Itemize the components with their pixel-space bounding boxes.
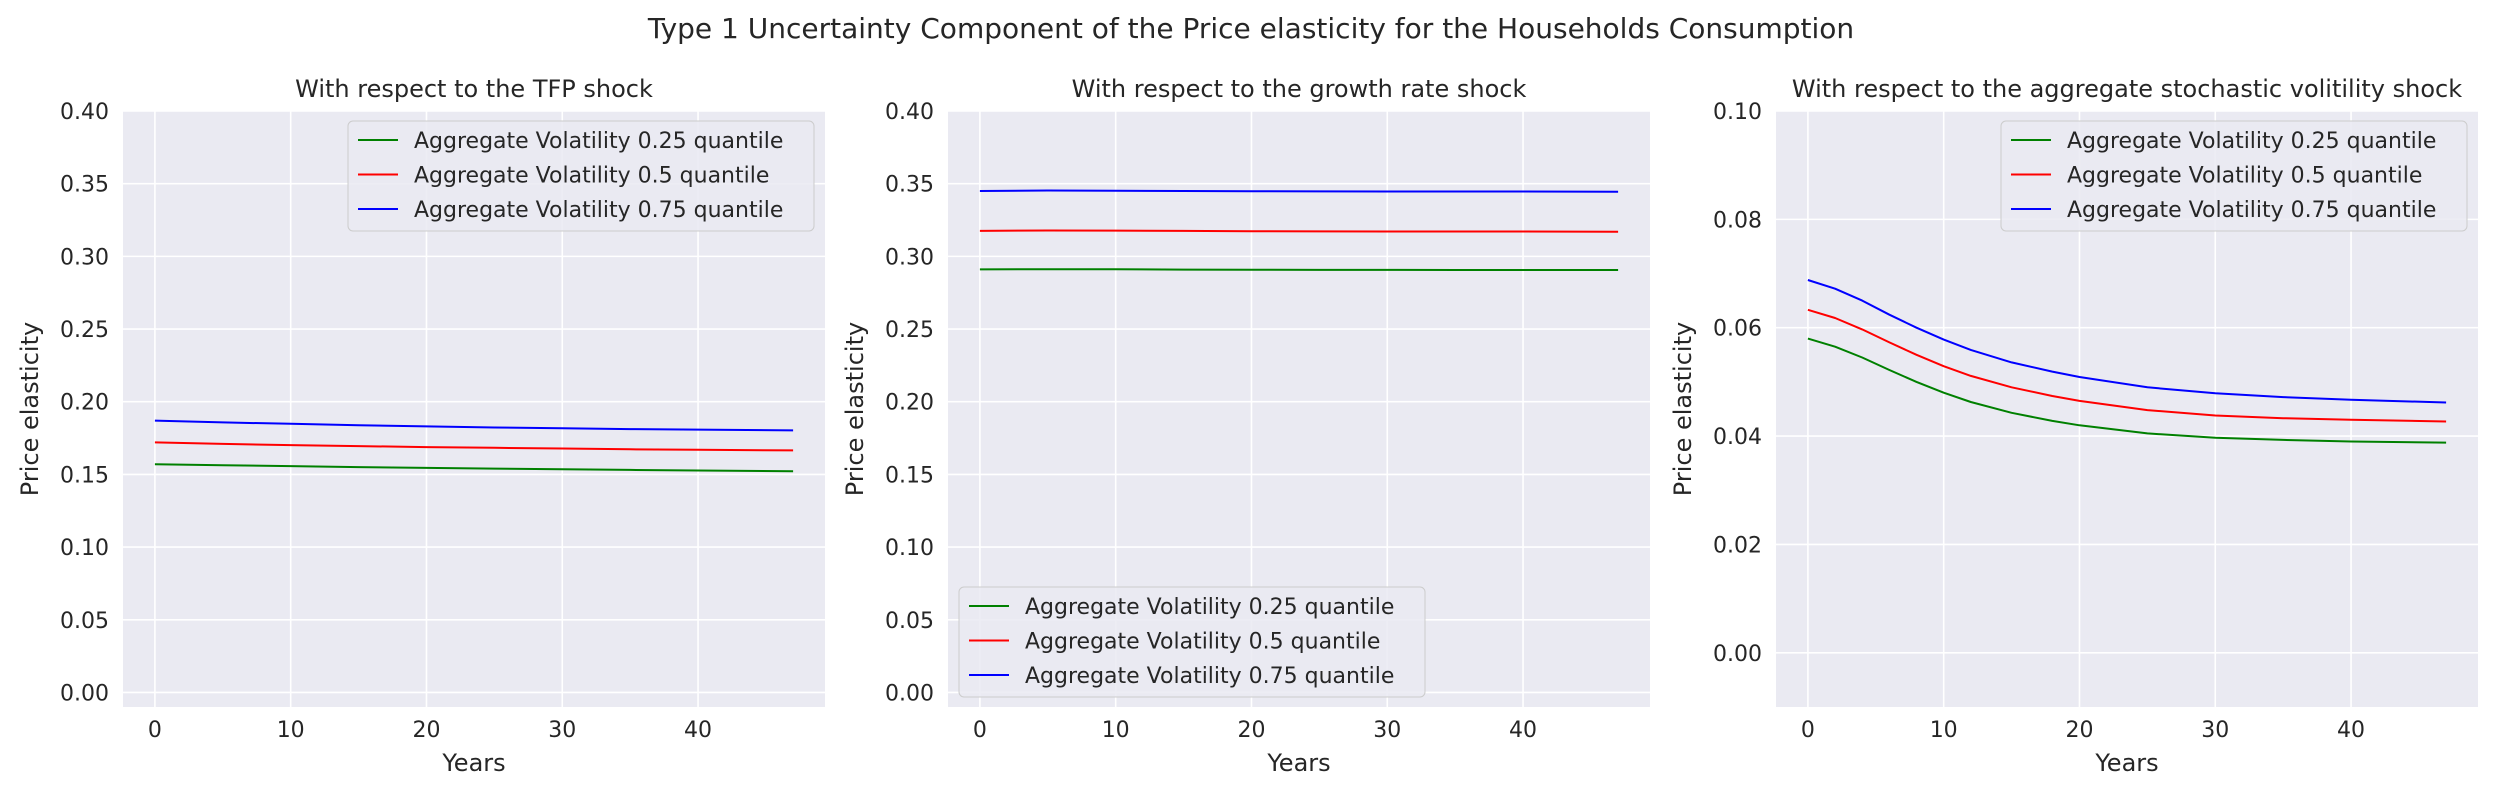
legend-label: Aggregate Volatility 0.5 quantile [2067,164,2422,189]
series-line-2 [979,229,1619,233]
subplots: 0 10 20 30 40 0.00 0.05 0.10 0.15 0.20 0.25 0.30 0.3… [16,75,2478,777]
series-line-3 [1807,279,2447,404]
y-tick-label: 0.00 [60,681,109,706]
legend-label: Aggregate Volatility 0.25 quantile [414,129,783,154]
legend-frame [347,120,815,232]
legend-frame [958,586,1426,698]
x-tick-label: 40 [684,718,712,743]
legend-label: Aggregate Volatility 0.25 quantile [2067,129,2436,154]
series-line-1 [1807,337,2447,444]
y-tick-label: 0.35 [885,173,934,198]
y-tick-label: 0.00 [885,681,934,706]
x-tick-label: 30 [548,718,576,743]
legend-label: Aggregate Volatility 0.5 quantile [1025,630,1380,655]
x-tick-label: 20 [1237,718,1265,743]
series-line-2 [1807,308,2447,423]
y-tick-label: 0.40 [60,100,109,125]
y-tick-label: 0.40 [885,100,934,125]
x-axis-label: Years [1266,749,1330,777]
y-tick-label: 0.10 [885,536,934,561]
y-tick-label: 0.15 [60,463,109,488]
y-tick-label: 0.35 [60,173,109,198]
y-tick-label: 0.05 [885,609,934,634]
x-tick-label: 10 [1102,718,1130,743]
legend-frame [2000,120,2468,232]
x-tick-label: 20 [2065,718,2093,743]
legend-label: Aggregate Volatility 0.75 quantile [414,198,783,223]
y-tick-label: 0.20 [885,391,934,416]
y-tick-label: 0.20 [60,391,109,416]
y-tick-label: 0.30 [60,245,109,270]
legend: Aggregate Volatility 0.25 quantile Aggreg… [958,586,1426,698]
y-axis-label: Price elasticity [16,322,44,496]
legend-label: Aggregate Volatility 0.75 quantile [2067,198,2436,223]
y-tick-label: 0.25 [60,318,109,343]
y-tick-label: 0.04 [1713,425,1762,450]
x-axis-label: Years [2094,749,2158,777]
y-axis-label: Price elasticity [841,322,869,496]
y-tick-label: 0.08 [1713,208,1762,233]
subplot-title: With respect to the growth rate shock [1072,75,1527,103]
legend: Aggregate Volatility 0.25 quantile Aggreg… [2000,120,2468,232]
subplot-title: With respect to the TFP shock [295,75,653,103]
legend-label: Aggregate Volatility 0.75 quantile [1025,664,1394,689]
x-tick-label: 40 [2337,718,2365,743]
x-tick-label: 20 [412,718,440,743]
subplot-1: 0 10 20 30 40 0.00 0.05 0.10 0.15 0.20 0.25 0.30 0.3… [16,75,825,777]
x-tick-label: 0 [148,718,162,743]
series-line-3 [979,189,1619,193]
x-tick-label: 30 [2201,718,2229,743]
y-tick-label: 0.15 [885,463,934,488]
x-tick-label: 40 [1509,718,1537,743]
y-tick-label: 0.25 [885,318,934,343]
series-line-1 [979,268,1619,271]
legend-label: Aggregate Volatility 0.5 quantile [414,164,769,189]
figure-title: Type 1 Uncertainty Component of the Pric… [647,12,1854,45]
subplot-2: 0 10 20 30 40 0.00 0.05 0.10 0.15 0.20 0.25 0.30 0.3… [841,75,1650,777]
y-tick-label: 0.10 [1713,100,1762,125]
series-line-3 [154,419,794,432]
x-tick-label: 0 [1801,718,1815,743]
y-tick-label: 0.05 [60,609,109,634]
y-tick-label: 0.06 [1713,317,1762,342]
subplot-3: 0 10 20 30 40 0.00 0.02 0.04 0.06 0.08 0.10 With re… [1669,75,2478,777]
y-tick-label: 0.00 [1713,642,1762,667]
x-tick-label: 30 [1373,718,1401,743]
subplot-title: With respect to the aggregate stochastic… [1792,75,2462,103]
x-tick-label: 10 [277,718,305,743]
legend-label: Aggregate Volatility 0.25 quantile [1025,595,1394,620]
y-axis-label: Price elasticity [1669,322,1697,496]
series-line-1 [154,463,794,473]
y-tick-label: 0.02 [1713,533,1762,558]
y-tick-label: 0.10 [60,536,109,561]
series-line-2 [154,441,794,452]
x-tick-label: 0 [973,718,987,743]
x-axis-label: Years [441,749,505,777]
legend: Aggregate Volatility 0.25 quantile Aggreg… [347,120,815,232]
y-tick-label: 0.30 [885,245,934,270]
x-tick-label: 10 [1930,718,1958,743]
